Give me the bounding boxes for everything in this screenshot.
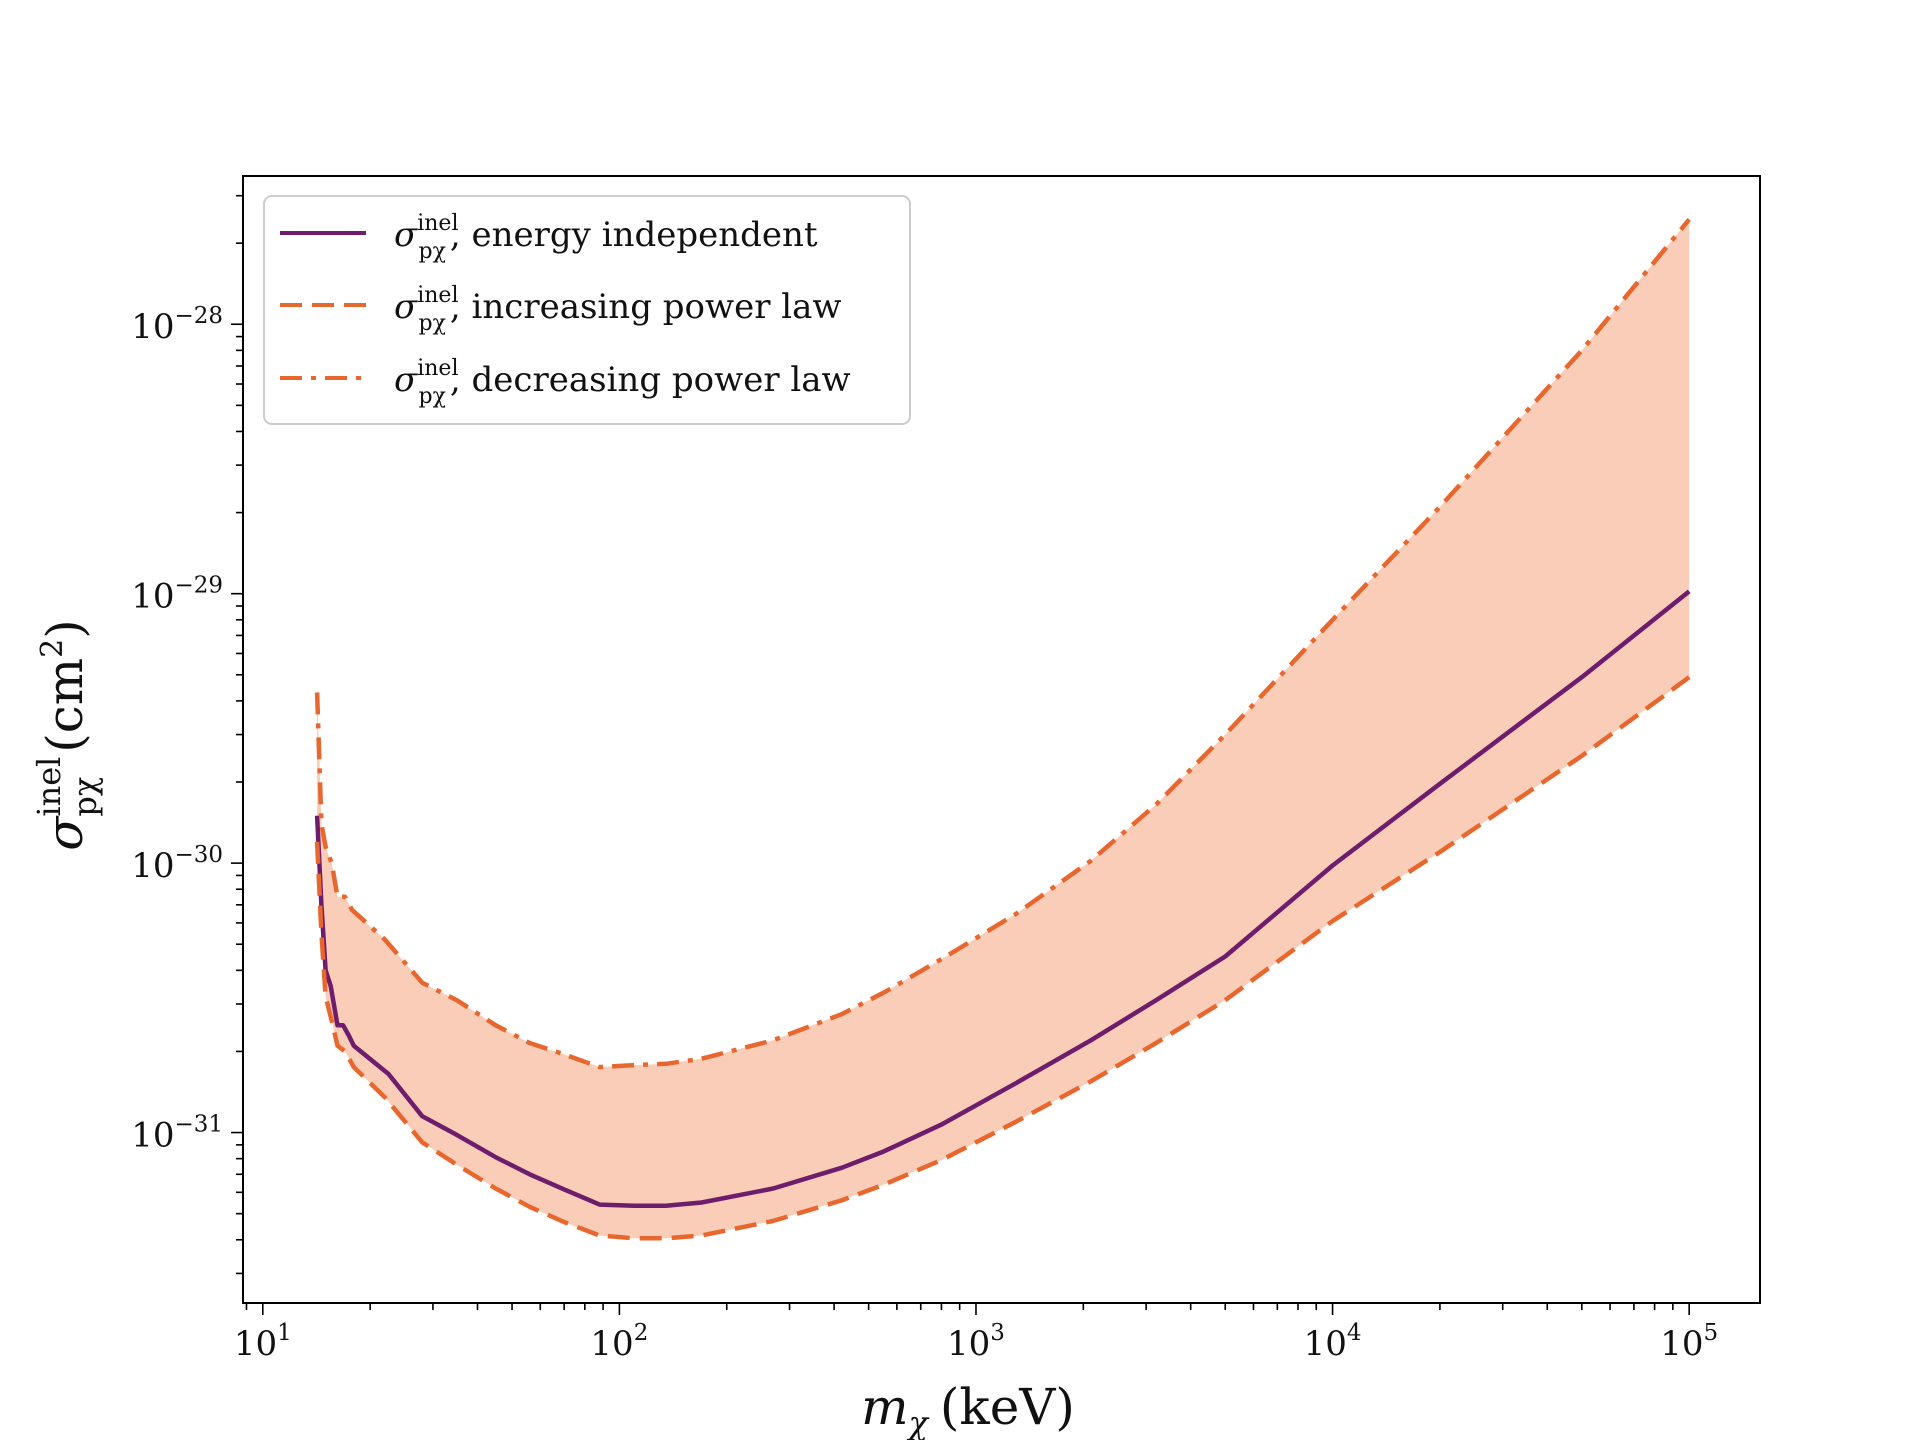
y-tick-label: 10−29 xyxy=(131,573,223,617)
y-tick-label: 10−31 xyxy=(131,1112,223,1156)
x-tick-label: 104 xyxy=(1304,1320,1362,1364)
axis-tick-labels: 101 102 103 104 105 10−31 10−30 10−29 10−28 xyxy=(131,303,1718,1364)
legend-label-energy-independent: σinel pχ, energy independent xyxy=(394,211,818,264)
legend-label-decreasing-power-law: σinel pχ, decreasing power law xyxy=(394,356,851,409)
axis-ticks xyxy=(231,194,1690,1315)
series-line-energy-independent xyxy=(314,589,1691,1208)
legend-label-increasing-power-law: σinel pχ, increasing power law xyxy=(394,283,842,336)
plot-frame xyxy=(242,175,1761,1304)
y-axis-symbol-sub: pχ xyxy=(66,777,104,817)
x-axis-unit: (keV) xyxy=(940,1378,1075,1436)
power-law-band xyxy=(317,219,1690,1239)
band-layer xyxy=(317,219,1690,1239)
x-tick-label: 105 xyxy=(1660,1320,1718,1364)
y-axis-title: σinelpχ (cm2) xyxy=(30,619,104,851)
x-axis-title: mχ (keV) xyxy=(861,1378,1075,1440)
y-tick-label: 10−28 xyxy=(131,303,223,347)
x-tick-label: 103 xyxy=(947,1320,1005,1364)
x-tick-label: 101 xyxy=(234,1320,292,1364)
y-axis-symbol-sup: inel xyxy=(30,757,68,817)
series-line-decreasing-power-law xyxy=(314,217,1691,1070)
y-axis-unit-sup: 2 xyxy=(35,639,70,658)
x-axis-symbol-sub: χ xyxy=(907,1404,930,1440)
y-axis-symbol: σ xyxy=(36,815,94,851)
series-layer xyxy=(314,217,1691,1241)
x-axis-symbol: m xyxy=(861,1378,908,1436)
y-axis-unit: (cm xyxy=(36,658,94,753)
y-tick-label: 10−30 xyxy=(131,842,223,886)
legend-box xyxy=(263,195,911,425)
x-tick-label: 102 xyxy=(590,1320,648,1364)
legend: σinel pχ, energy independent σinel pχ, inc… xyxy=(263,195,911,425)
series-line-increasing-power-law xyxy=(314,675,1691,1241)
y-axis-unit-close: ) xyxy=(36,619,94,639)
